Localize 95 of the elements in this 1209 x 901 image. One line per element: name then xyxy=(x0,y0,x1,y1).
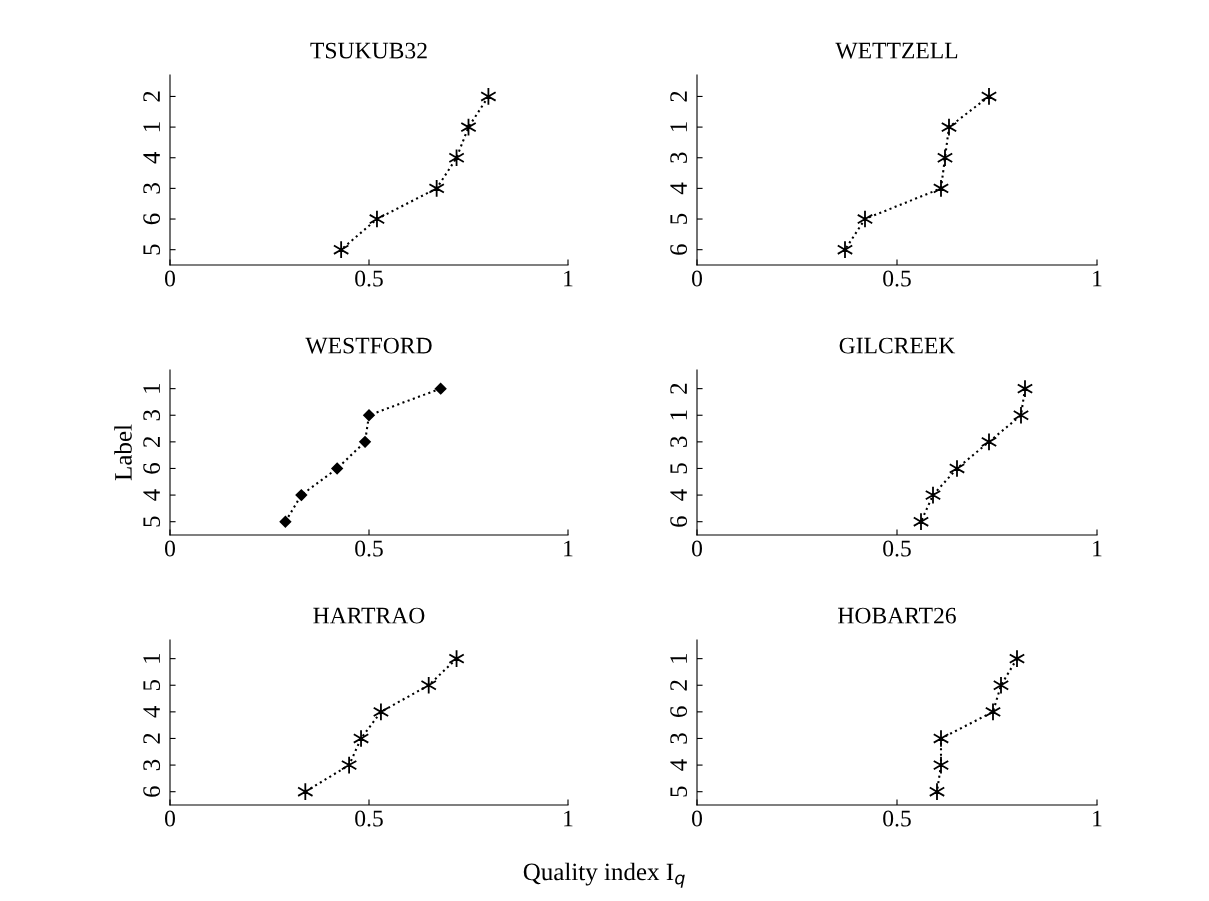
point xyxy=(331,462,343,475)
y-tick-label: 2 xyxy=(143,91,160,102)
point xyxy=(912,512,930,531)
point xyxy=(1012,406,1030,425)
y-tick-label: 4 xyxy=(670,759,687,771)
y-tick-label: 2 xyxy=(670,91,687,102)
x-tick-label: 0 xyxy=(692,540,702,557)
point xyxy=(363,409,375,422)
y-tick-label: 6 xyxy=(143,786,161,797)
y-tick-label: 1 xyxy=(670,122,687,132)
x-tick-label: 0 xyxy=(165,270,175,287)
x-tick-label: 0.5 xyxy=(355,540,383,557)
point xyxy=(932,755,950,775)
point xyxy=(980,432,998,452)
chart-title: HARTRAO xyxy=(313,607,425,624)
point xyxy=(480,87,497,106)
y-tick-label: 6 xyxy=(143,462,161,474)
point xyxy=(936,148,954,167)
y-tick-label: 5 xyxy=(670,213,688,224)
point xyxy=(295,489,308,501)
x-tick-label: 0.5 xyxy=(355,810,383,827)
y-tick-label: 4 xyxy=(143,151,160,164)
y-tick-label: 6 xyxy=(670,244,688,255)
y-tick-label: 2 xyxy=(670,680,687,691)
x-tick-label: 0 xyxy=(692,810,702,827)
y-tick-label: 1 xyxy=(143,122,160,132)
y-tick-label: 6 xyxy=(670,706,688,718)
y-tick-label: 3 xyxy=(143,183,161,194)
y-tick-label: 4 xyxy=(143,489,160,501)
point xyxy=(359,436,371,448)
x-tick-label: 1 xyxy=(564,810,573,827)
point xyxy=(434,382,447,395)
x-axis-title: Quality index I$_{q}$ xyxy=(523,862,685,888)
y-tick-label: 5 xyxy=(670,786,688,797)
point xyxy=(352,729,370,748)
chart-title: WETTZELL xyxy=(835,42,958,59)
y-tick-label: 3 xyxy=(670,733,688,744)
x-tick-label: 0 xyxy=(165,540,175,557)
x-tick-label: 0 xyxy=(692,270,702,287)
y-tick-label: 2 xyxy=(670,383,687,394)
point xyxy=(932,179,950,198)
point xyxy=(428,179,445,198)
x-tick-label: 0.5 xyxy=(883,810,911,827)
chart-title: TSUKUB32 xyxy=(310,42,427,59)
x-tick-label: 1 xyxy=(564,540,573,557)
x-tick-label: 0.5 xyxy=(355,270,383,287)
point xyxy=(1016,379,1034,398)
point xyxy=(940,117,958,137)
point xyxy=(924,485,942,505)
x-tick-label: 1 xyxy=(1093,270,1102,287)
point xyxy=(372,702,390,722)
y-tick-label: 1 xyxy=(670,653,687,663)
point xyxy=(932,729,950,748)
y-tick-label: 3 xyxy=(670,152,688,163)
chart-title: WESTFORD xyxy=(305,337,432,354)
y-axis-title: Label xyxy=(114,424,132,481)
point xyxy=(980,87,998,106)
y-tick-label: 6 xyxy=(670,516,688,527)
x-tick-label: 1 xyxy=(564,270,573,287)
y-tick-label: 1 xyxy=(143,383,160,393)
y-tick-label: 4 xyxy=(670,489,687,501)
y-tick-label: 3 xyxy=(143,759,161,771)
y-tick-label: 3 xyxy=(143,409,161,421)
y-tick-label: 4 xyxy=(143,706,160,718)
point xyxy=(297,782,314,801)
x-tick-label: 1 xyxy=(1093,540,1102,557)
point xyxy=(856,209,874,229)
point xyxy=(368,209,386,229)
y-tick-label: 3 xyxy=(670,436,688,447)
point xyxy=(984,702,1002,722)
point xyxy=(340,755,358,775)
point xyxy=(333,240,350,259)
x-tick-label: 0.5 xyxy=(883,270,911,287)
point xyxy=(1008,649,1026,668)
y-tick-label: 2 xyxy=(143,733,160,744)
y-tick-label: 1 xyxy=(670,410,687,420)
point xyxy=(836,240,854,259)
point xyxy=(279,515,292,528)
y-tick-label: 5 xyxy=(143,244,161,255)
point xyxy=(420,676,437,695)
y-tick-label: 2 xyxy=(143,436,160,448)
y-tick-label: 5 xyxy=(143,679,161,691)
x-tick-label: 1 xyxy=(1093,810,1102,827)
chart-title: GILCREEK xyxy=(839,337,956,354)
y-tick-label: 1 xyxy=(143,653,160,663)
point xyxy=(948,459,966,478)
x-tick-label: 0 xyxy=(165,810,175,827)
point xyxy=(928,782,946,801)
y-tick-label: 4 xyxy=(670,182,687,195)
chart-title: HOBART26 xyxy=(838,607,956,624)
point xyxy=(992,676,1010,695)
x-tick-label: 0.5 xyxy=(883,540,911,557)
y-tick-label: 5 xyxy=(143,516,161,527)
y-tick-label: 5 xyxy=(670,463,688,474)
y-tick-label: 6 xyxy=(143,213,161,225)
